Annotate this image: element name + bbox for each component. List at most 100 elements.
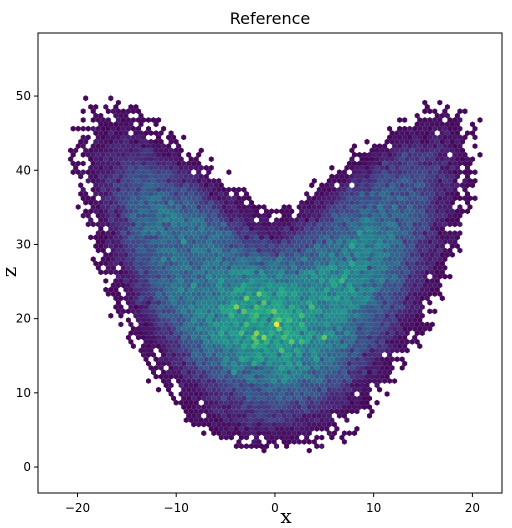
hexbin-cell [369, 147, 375, 154]
hexbin-cell [173, 217, 179, 223]
hexbin-cell [238, 356, 244, 363]
hexbin-cell [228, 408, 234, 415]
hexbin-cell [236, 247, 242, 254]
hexbin-cell [146, 299, 151, 306]
hexbin-cell [246, 195, 252, 202]
hexbin-cell [100, 134, 106, 141]
hexbin-cell [188, 373, 194, 380]
hexbin-cell [203, 356, 209, 363]
hexbin-cell [161, 230, 167, 236]
hexbin-cell [238, 251, 244, 258]
hexbin-cell [231, 247, 237, 254]
hexbin-cell [85, 169, 91, 176]
hexbin-cell [201, 273, 207, 280]
hexbin-cell [329, 182, 335, 189]
hexbin-cell [271, 317, 277, 323]
hexbin-cell [238, 365, 244, 371]
hexbin-cell [163, 269, 169, 276]
hexbin-cell [148, 164, 154, 171]
hexbin-cell [437, 204, 443, 210]
hexbin-cell [331, 265, 337, 271]
hexbin-cell [115, 178, 121, 184]
hexbin-cell [306, 212, 312, 219]
hexbin-cell [389, 217, 395, 223]
hexbin-cell [246, 265, 252, 271]
hexbin-cell [394, 260, 400, 267]
hexbin-cell [166, 256, 172, 263]
hexbin-cell [206, 247, 212, 254]
hexbin-cell [289, 365, 295, 371]
hexbin-cell [203, 173, 209, 180]
hexbin-cell [231, 430, 237, 437]
hexbin-cell [311, 238, 317, 245]
hexbin-cell [389, 243, 395, 249]
hexbin-cell [354, 425, 360, 432]
hexbin-cell [223, 251, 229, 258]
hexbin-cell [141, 343, 146, 350]
hexbin-cell [228, 373, 234, 380]
hexbin-cell [294, 365, 300, 371]
hexbin-cell [276, 378, 282, 384]
hexbin-cell [153, 304, 159, 310]
hexbin-cell [329, 312, 335, 319]
hexbin-cell [427, 299, 433, 306]
hexbin-cell [291, 360, 297, 367]
hexbin-cell [341, 386, 347, 393]
hexbin-cell [105, 134, 111, 141]
hexbin-cell [414, 312, 420, 319]
hexbin-cell [432, 265, 438, 271]
hexbin-cell [123, 295, 129, 302]
hexbin-cell [304, 208, 310, 215]
hexbin-cell [289, 234, 295, 241]
hexbin-cell [329, 408, 335, 415]
hexbin-cell [394, 156, 400, 162]
hexbin-cell [424, 251, 430, 258]
hexbin-cell [153, 156, 159, 162]
hexbin-cell [108, 243, 114, 249]
hexbin-cell [412, 160, 418, 167]
hexbin-cell [249, 243, 254, 249]
hexbin-cell [191, 395, 197, 402]
hexbin-cell [201, 230, 207, 236]
hexbin-cell [178, 304, 184, 310]
hexbin-cell [108, 173, 114, 180]
hexbin-cell [324, 269, 330, 276]
hexbin-cell [113, 164, 119, 171]
hexbin-cell [439, 243, 445, 249]
hexbin-cell [213, 217, 219, 223]
x-axis-label: x [280, 504, 292, 528]
hexbin-cell [161, 186, 167, 193]
hexbin-cell [470, 182, 475, 189]
hexbin-cell [203, 225, 209, 232]
hexbin-cell [193, 295, 199, 302]
hexbin-cell [402, 134, 408, 141]
hexbin-cell [178, 278, 184, 284]
hexbin-cell [334, 373, 340, 380]
hexbin-cell [286, 308, 292, 315]
hexbin-cell [158, 191, 164, 197]
hexbin-cell [372, 369, 377, 376]
hexbin-cell [477, 117, 483, 123]
hexbin-cell [151, 195, 156, 202]
hexbin-cell [198, 417, 204, 423]
hexbin-cell [211, 395, 217, 402]
hexbin-cell [447, 273, 453, 280]
hexbin-cell [163, 164, 169, 171]
hexbin-cell [148, 225, 154, 232]
hexbin-cell [254, 443, 259, 450]
hexbin-cell [221, 204, 227, 210]
hexbin-cell [266, 369, 272, 376]
hexbin-cell [326, 430, 332, 437]
hexbin-cell [457, 195, 463, 202]
hexbin-cell [362, 178, 367, 184]
hexbin-cell [439, 130, 445, 136]
hexbin-cell [409, 130, 415, 136]
hexbin-cell [228, 304, 234, 310]
hexbin-cell [316, 421, 322, 428]
hexbin-cell [309, 356, 315, 363]
hexbin-cell [434, 208, 440, 215]
hexbin-cell [276, 395, 282, 402]
hexbin-cell [156, 334, 162, 341]
hexbin-cell [171, 134, 177, 141]
hexbin-cell [419, 191, 425, 197]
